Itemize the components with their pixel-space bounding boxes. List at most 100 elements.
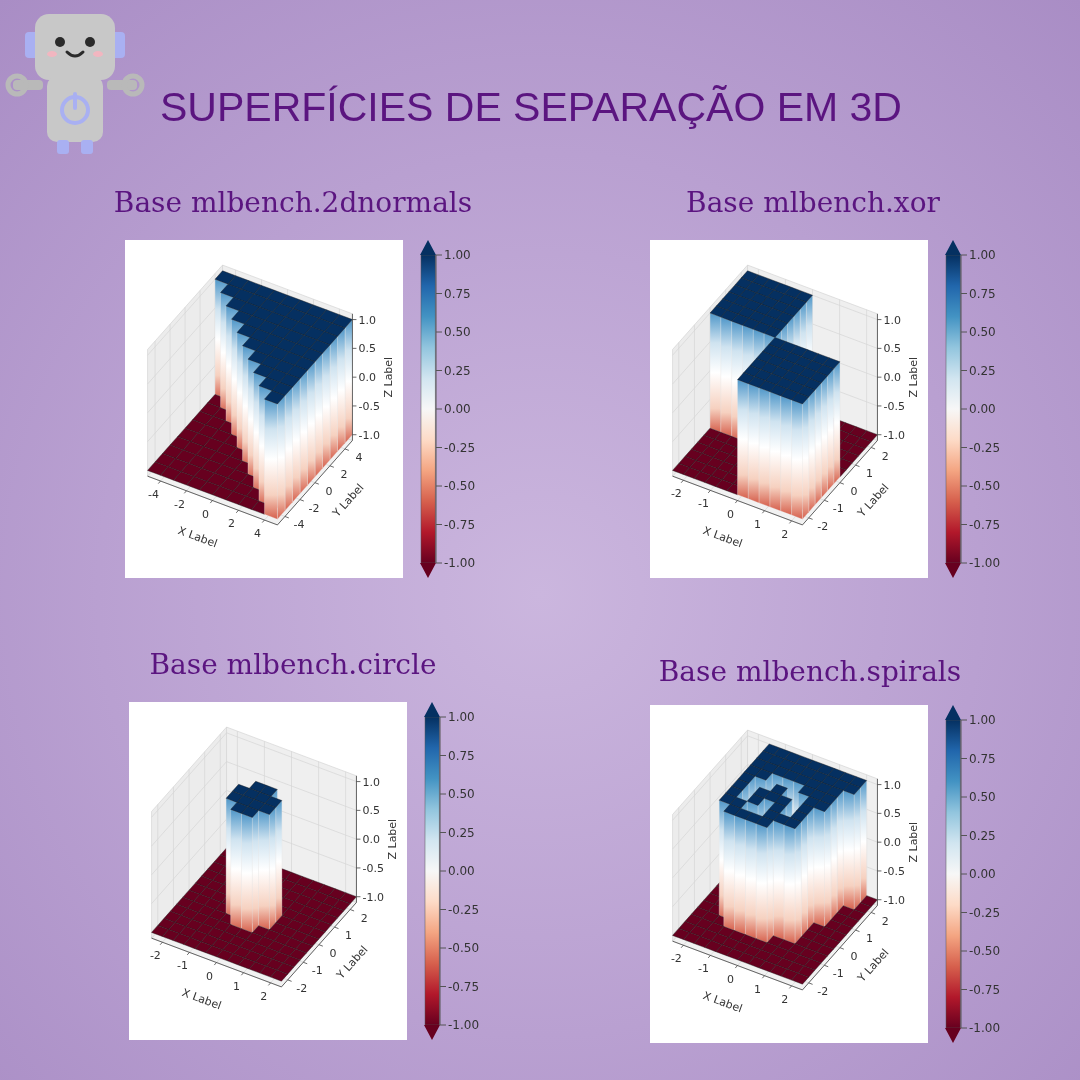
svg-text:-0.50: -0.50 (448, 941, 479, 955)
svg-text:-2: -2 (150, 949, 161, 962)
svg-text:0.75: 0.75 (969, 752, 996, 766)
svg-text:0.75: 0.75 (969, 287, 996, 301)
svg-text:0.25: 0.25 (448, 826, 475, 840)
svg-text:0.75: 0.75 (448, 749, 475, 763)
svg-text:-1: -1 (312, 964, 323, 977)
svg-text:-1: -1 (833, 967, 844, 980)
svg-text:-1.00: -1.00 (969, 556, 1000, 570)
svg-text:2: 2 (781, 993, 788, 1006)
svg-text:-0.75: -0.75 (969, 518, 1000, 532)
svg-text:-0.5: -0.5 (362, 862, 383, 875)
svg-text:0.0: 0.0 (883, 371, 901, 384)
svg-text:-2: -2 (671, 487, 682, 500)
svg-text:1.0: 1.0 (362, 776, 380, 789)
svg-text:0.50: 0.50 (448, 787, 475, 801)
svg-text:1.0: 1.0 (883, 314, 901, 327)
svg-text:0.0: 0.0 (883, 836, 901, 849)
svg-text:0: 0 (329, 947, 336, 960)
svg-text:Z Label: Z Label (386, 819, 399, 860)
svg-text:Y Label: Y Label (333, 943, 370, 982)
svg-text:-0.75: -0.75 (969, 983, 1000, 997)
svg-text:-1: -1 (698, 962, 709, 975)
svg-text:0: 0 (206, 970, 213, 983)
svg-text:0: 0 (850, 485, 857, 498)
svg-text:1.00: 1.00 (444, 248, 471, 262)
svg-text:0.25: 0.25 (969, 364, 996, 378)
svg-text:-0.75: -0.75 (444, 518, 475, 532)
svg-text:0.75: 0.75 (444, 287, 471, 301)
svg-text:-1.0: -1.0 (883, 429, 904, 442)
svg-text:0.00: 0.00 (969, 867, 996, 881)
svg-text:-0.5: -0.5 (883, 400, 904, 413)
svg-text:2: 2 (882, 915, 889, 928)
svg-text:-2: -2 (817, 985, 828, 998)
svg-text:0: 0 (727, 973, 734, 986)
svg-text:0.00: 0.00 (969, 402, 996, 416)
svg-text:0.25: 0.25 (969, 829, 996, 843)
svg-text:0: 0 (850, 950, 857, 963)
svg-text:-2: -2 (671, 952, 682, 965)
svg-text:2: 2 (340, 468, 347, 481)
svg-text:Z Label: Z Label (382, 357, 395, 398)
svg-text:1.00: 1.00 (448, 710, 475, 724)
svg-text:-1.00: -1.00 (448, 1018, 479, 1032)
svg-text:-1: -1 (833, 502, 844, 515)
svg-text:2: 2 (228, 517, 235, 530)
svg-text:4: 4 (254, 527, 261, 540)
svg-text:Z Label: Z Label (907, 357, 920, 398)
svg-text:0: 0 (325, 485, 332, 498)
svg-text:1: 1 (866, 932, 873, 945)
svg-text:0.00: 0.00 (444, 402, 471, 416)
svg-text:0.5: 0.5 (883, 807, 901, 820)
svg-text:-0.5: -0.5 (358, 400, 379, 413)
svg-text:-0.75: -0.75 (448, 980, 479, 994)
svg-text:-0.50: -0.50 (969, 479, 1000, 493)
svg-text:-1.00: -1.00 (969, 1021, 1000, 1035)
svg-text:0.50: 0.50 (969, 790, 996, 804)
svg-text:4: 4 (355, 451, 362, 464)
svg-text:0.5: 0.5 (362, 804, 380, 817)
svg-text:Y Label: Y Label (854, 946, 891, 985)
svg-text:-2: -2 (296, 982, 307, 995)
svg-text:Z Label: Z Label (907, 822, 920, 863)
svg-text:1.0: 1.0 (883, 779, 901, 792)
svg-text:-1.0: -1.0 (362, 891, 383, 904)
svg-text:Y Label: Y Label (854, 481, 891, 520)
svg-text:1: 1 (754, 983, 761, 996)
svg-text:X Label: X Label (180, 986, 223, 1012)
svg-text:-0.25: -0.25 (444, 441, 475, 455)
svg-text:1: 1 (866, 467, 873, 480)
svg-text:-0.5: -0.5 (883, 865, 904, 878)
svg-text:-1: -1 (698, 497, 709, 510)
svg-text:-4: -4 (293, 518, 304, 531)
svg-text:0.50: 0.50 (444, 325, 471, 339)
svg-text:-0.25: -0.25 (448, 903, 479, 917)
svg-text:0: 0 (202, 508, 209, 521)
svg-text:1: 1 (345, 929, 352, 942)
svg-text:-0.50: -0.50 (444, 479, 475, 493)
svg-text:-1.0: -1.0 (883, 894, 904, 907)
svg-text:1: 1 (754, 518, 761, 531)
svg-text:2: 2 (882, 450, 889, 463)
svg-text:2: 2 (781, 528, 788, 541)
svg-text:-2: -2 (817, 520, 828, 533)
svg-text:-2: -2 (174, 498, 185, 511)
svg-text:-0.25: -0.25 (969, 441, 1000, 455)
svg-text:1.00: 1.00 (969, 248, 996, 262)
svg-text:1.00: 1.00 (969, 713, 996, 727)
svg-text:X Label: X Label (176, 524, 219, 550)
svg-text:-0.25: -0.25 (969, 906, 1000, 920)
svg-text:-2: -2 (308, 502, 319, 515)
svg-text:-0.50: -0.50 (969, 944, 1000, 958)
svg-text:0.0: 0.0 (362, 833, 380, 846)
svg-text:0: 0 (727, 508, 734, 521)
svg-text:1.0: 1.0 (358, 314, 376, 327)
svg-text:X Label: X Label (701, 524, 744, 550)
svg-text:-1.00: -1.00 (444, 556, 475, 570)
svg-text:1: 1 (233, 980, 240, 993)
svg-text:0.5: 0.5 (883, 342, 901, 355)
svg-text:-4: -4 (148, 488, 159, 501)
svg-text:2: 2 (361, 912, 368, 925)
svg-text:0.0: 0.0 (358, 371, 376, 384)
svg-text:X Label: X Label (701, 989, 744, 1015)
